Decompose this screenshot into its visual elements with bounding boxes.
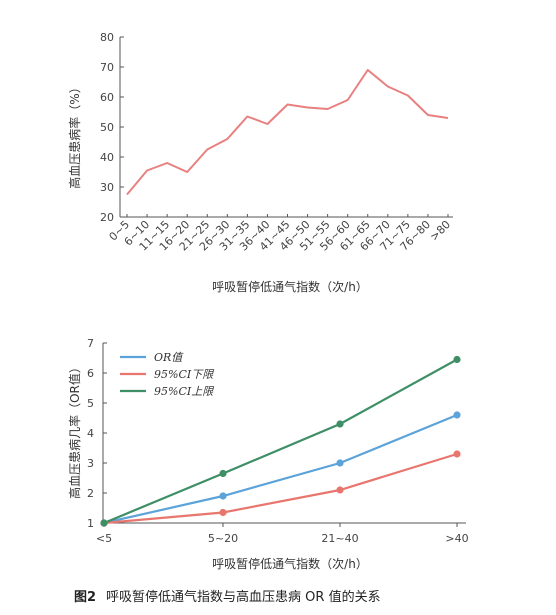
- chart2-x-tick-label: >40: [445, 532, 468, 545]
- chart2-y-tick-label: 7: [87, 337, 94, 350]
- chart2-data-point: [453, 450, 461, 458]
- chart2-series-line: [103, 452, 458, 525]
- chart1-y-tick-label: 40: [100, 151, 114, 164]
- chart2-x-axis-title: 呼吸暂停低通气指数（次/h）: [212, 556, 368, 571]
- chart2-series-line: [103, 358, 458, 525]
- chart2-legend-label: 95%CI上限: [154, 385, 214, 398]
- chart1-y-tick-label: 50: [100, 121, 114, 134]
- chart2-data-point: [336, 486, 344, 494]
- figure-number: 图2: [74, 590, 97, 605]
- chart2-legend-label: OR值: [154, 351, 184, 364]
- chart1-y-tick-label: 70: [100, 61, 114, 74]
- chart2-y-tick-label: 5: [87, 397, 94, 410]
- chart2-data-point: [219, 469, 227, 478]
- figure-caption-text: 呼吸暂停低通气指数与高血压患病 OR 值的关系: [106, 590, 381, 605]
- chart1-x-axis-title: 呼吸暂停低通气指数（次/h）: [212, 279, 368, 294]
- figure-caption: 图2 呼吸暂停低通气指数与高血压患病 OR 值的关系: [74, 586, 381, 605]
- chart2-y-axis-title: 高血压患病几率（OR值）: [67, 361, 82, 499]
- chart2-y-tick-label: 3: [87, 457, 94, 470]
- chart2-data-point: [219, 508, 227, 517]
- chart2-data-point: [100, 519, 108, 527]
- chart2-y-tick-label: 4: [87, 427, 94, 440]
- chart2-data-point: [453, 411, 461, 419]
- chart2-data-point: [219, 492, 227, 500]
- chart2-data-point: [453, 355, 461, 364]
- chart2-data-point: [336, 420, 344, 428]
- chart2-legend: OR值 95%CI下限 95%CI上限: [120, 351, 214, 398]
- chart2-y-tick-label: 6: [87, 367, 94, 380]
- chart1-series-line: [126, 69, 449, 196]
- chart1-x-tick-label: >80: [428, 218, 454, 244]
- chart2-data-point: [100, 519, 108, 527]
- chart2-legend-label: 95%CI下限: [154, 368, 214, 381]
- chart2-y-tick-label: 2: [87, 487, 94, 500]
- chart2-x-tick-label: <5: [96, 532, 112, 545]
- chart2-x-tick-label: 21~40: [321, 532, 358, 545]
- chart2-series-line: [103, 413, 458, 525]
- chart2-x-tick-label: 5~20: [208, 532, 238, 545]
- chart2-y-tick-label: 1: [87, 517, 94, 530]
- chart2-data-point: [100, 519, 108, 527]
- chart1-y-tick-label: 20: [100, 211, 114, 224]
- chart1-y-axis-title: 高血压患病率（%）: [67, 81, 82, 188]
- prevalence-chart: 203040506070800~56~1011~1516~2021~2526~3…: [67, 31, 454, 294]
- chart1-y-tick-label: 30: [100, 181, 114, 194]
- chart1-y-tick-label: 60: [100, 91, 114, 104]
- chart1-y-tick-label: 80: [100, 31, 114, 44]
- chart2-data-point: [336, 459, 344, 467]
